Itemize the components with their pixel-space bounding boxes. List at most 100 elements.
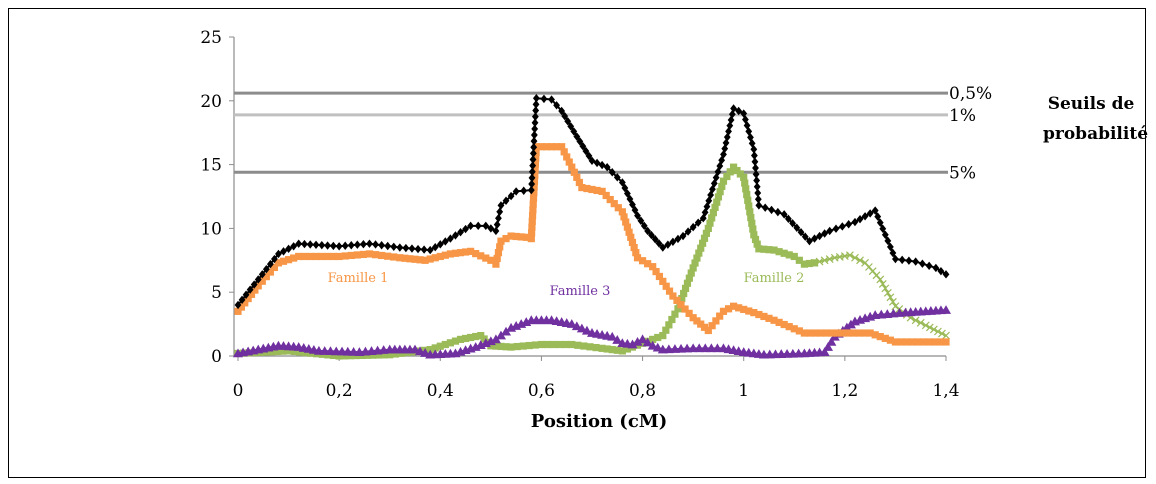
series-point xyxy=(547,143,556,151)
series-point xyxy=(530,136,538,146)
series-point xyxy=(578,183,586,192)
series-point xyxy=(246,285,254,294)
series-point xyxy=(573,132,581,141)
series-point xyxy=(659,243,667,252)
series-point xyxy=(347,241,355,250)
series-point xyxy=(750,231,758,239)
series-point xyxy=(638,339,647,347)
series-point xyxy=(925,261,933,271)
series-point xyxy=(800,260,808,268)
series-point xyxy=(649,263,657,271)
series-point xyxy=(290,242,298,251)
series-point xyxy=(312,252,320,261)
series-point xyxy=(558,106,566,116)
series-point xyxy=(713,198,721,206)
series-point xyxy=(528,223,536,231)
series-point xyxy=(431,344,439,352)
series-point xyxy=(447,234,454,243)
series-point xyxy=(770,316,778,324)
threshold-label: 1% xyxy=(949,106,976,126)
series-point xyxy=(258,270,266,279)
series-point xyxy=(751,235,760,244)
series-point xyxy=(318,252,326,261)
series-point xyxy=(659,277,667,285)
series-point xyxy=(897,338,905,346)
series-point xyxy=(474,221,482,231)
series-point xyxy=(780,249,788,257)
series-point xyxy=(588,185,596,194)
series-point xyxy=(785,251,793,259)
series-point xyxy=(699,239,707,247)
series-point xyxy=(826,336,837,346)
series-point xyxy=(532,148,540,157)
series-point xyxy=(810,259,819,267)
series-point xyxy=(493,254,501,262)
series-point xyxy=(494,249,503,257)
series-point xyxy=(754,188,762,198)
threshold-label: 5% xyxy=(949,163,976,183)
series-point xyxy=(568,340,576,349)
series-point xyxy=(610,200,618,208)
series-point xyxy=(528,173,536,183)
series-point xyxy=(718,182,726,191)
series-point xyxy=(451,249,460,257)
series-point xyxy=(244,294,252,303)
series-point xyxy=(492,226,500,236)
series-point xyxy=(905,256,913,265)
series-point xyxy=(855,329,863,337)
series-point xyxy=(507,343,515,351)
series-point xyxy=(800,329,808,337)
series-point xyxy=(871,206,879,215)
series-point xyxy=(633,254,642,262)
series-point xyxy=(568,163,576,171)
series-point xyxy=(280,247,287,256)
series-point xyxy=(644,260,652,268)
series-point xyxy=(522,233,530,241)
series-point xyxy=(911,316,920,325)
series-point xyxy=(341,252,349,260)
series-point xyxy=(502,343,510,351)
series-point xyxy=(884,236,892,246)
series-point xyxy=(644,226,652,236)
series-2 xyxy=(234,163,819,360)
series-point xyxy=(341,352,349,360)
series-point xyxy=(583,184,591,193)
series-point xyxy=(892,254,899,264)
series-point xyxy=(753,176,761,185)
series-1 xyxy=(234,143,950,346)
series-point xyxy=(602,191,610,200)
series-point xyxy=(560,148,568,156)
series-point xyxy=(942,338,950,346)
series-point xyxy=(378,241,386,250)
series-point xyxy=(548,95,555,104)
series-point xyxy=(851,217,859,227)
series-point xyxy=(662,326,670,334)
series-point xyxy=(530,143,538,152)
series-point xyxy=(816,231,823,241)
series-point xyxy=(752,163,759,173)
series-point xyxy=(628,238,637,247)
series-point xyxy=(531,124,539,134)
series-point xyxy=(822,329,830,337)
series-point xyxy=(614,204,622,212)
series-point xyxy=(406,255,414,263)
legend-title-line-2: probabilité xyxy=(1043,124,1149,144)
series-point xyxy=(674,234,682,244)
series-point xyxy=(531,166,539,174)
series-point xyxy=(462,224,469,234)
series-point xyxy=(790,325,798,333)
series-point xyxy=(933,327,942,336)
series-point xyxy=(603,345,611,353)
series-point xyxy=(598,344,606,352)
series-point xyxy=(456,249,465,257)
series-point xyxy=(431,254,439,262)
series-point xyxy=(879,224,887,233)
series-point xyxy=(711,203,719,212)
series-point xyxy=(527,235,535,243)
series-point xyxy=(274,259,283,267)
series-point xyxy=(805,259,814,268)
series-point xyxy=(753,240,761,248)
series-point xyxy=(519,342,527,350)
series-point xyxy=(603,162,611,172)
series-point xyxy=(655,239,663,248)
